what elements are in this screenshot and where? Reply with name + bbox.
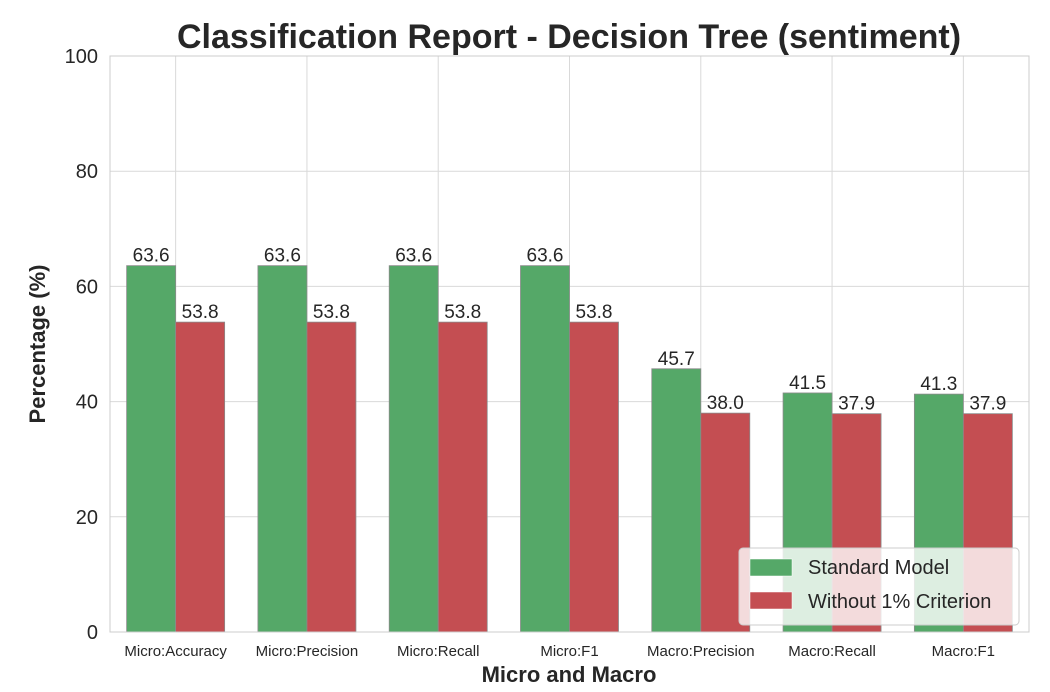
data-label: 37.9 — [969, 394, 1006, 415]
legend-swatch-without-criterion — [749, 591, 793, 610]
data-label: 53.8 — [313, 302, 350, 323]
data-label: 53.8 — [576, 302, 613, 323]
x-axis-ticks: Micro:Accuracy Micro:Precision Micro:Recal… — [124, 643, 995, 660]
data-label: 41.3 — [920, 374, 957, 395]
plot-frame — [109, 55, 1030, 633]
x-tick-label: Micro:F1 — [540, 643, 598, 660]
x-tick-label: Macro:F1 — [932, 643, 995, 660]
y-tick-label: 60 — [76, 276, 98, 298]
legend-label-without-criterion: Without 1% Criterion — [808, 591, 991, 613]
data-label: 63.6 — [395, 246, 432, 267]
bar — [651, 368, 702, 633]
bar — [388, 265, 439, 633]
y-axis-ticks: 0 20 40 60 80 100 — [65, 46, 98, 644]
data-label: 38.0 — [707, 393, 744, 414]
x-tick-label: Micro:Precision — [256, 643, 359, 660]
data-label: 63.6 — [527, 246, 564, 267]
bar — [437, 321, 488, 633]
y-tick-label: 20 — [76, 507, 98, 529]
chart-title: Classification Report - Decision Tree (s… — [177, 18, 961, 56]
x-axis-label: Micro and Macro — [482, 662, 657, 687]
bar — [126, 265, 177, 633]
x-tick-label: Macro:Precision — [647, 643, 755, 660]
legend: Standard Model Without 1% Criterion — [738, 547, 1020, 626]
legend-box — [738, 547, 1020, 626]
x-tick-label: Micro:Accuracy — [124, 643, 227, 660]
data-label: 45.7 — [658, 349, 695, 370]
y-axis-label: Percentage (%) — [25, 265, 50, 424]
data-label: 53.8 — [444, 302, 481, 323]
bars — [126, 265, 1013, 633]
y-tick-label: 40 — [76, 392, 98, 414]
data-label: 37.9 — [838, 394, 875, 415]
y-tick-label: 100 — [65, 46, 98, 68]
bar — [257, 265, 308, 633]
legend-swatch-standard-model — [749, 558, 793, 577]
bar — [520, 265, 570, 633]
y-tick-label: 0 — [87, 622, 98, 644]
y-tick-label: 80 — [76, 161, 98, 183]
legend-label-standard-model: Standard Model — [808, 557, 949, 579]
x-tick-label: Macro:Recall — [788, 643, 876, 660]
data-label: 53.8 — [182, 302, 219, 323]
x-tick-label: Micro:Recall — [397, 643, 480, 660]
bar — [306, 321, 357, 633]
data-labels: 63.6 53.8 63.6 53.8 63.6 53.8 63.6 53.8 45.7 38.0… — [133, 246, 1007, 415]
data-label: 41.5 — [789, 373, 826, 394]
bar — [175, 321, 226, 633]
bar — [569, 321, 619, 633]
data-label: 63.6 — [264, 246, 301, 267]
data-label: 63.6 — [133, 246, 170, 267]
